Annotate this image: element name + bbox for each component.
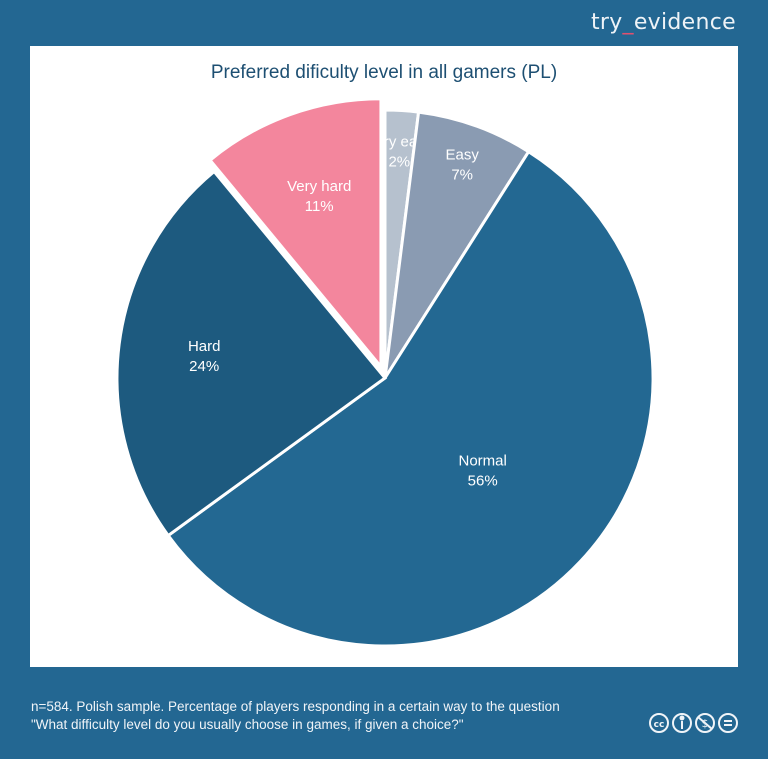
slice-category-label: Hard <box>188 338 221 355</box>
footnote-line-1: n=584. Polish sample. Percentage of play… <box>31 699 560 714</box>
cc-icon: cc <box>649 713 669 733</box>
pie-slice-hard <box>115 169 388 538</box>
license-badge: cc $ <box>649 713 738 733</box>
slice-category-label: Normal <box>459 453 507 470</box>
noncommercial-icon: $ <box>695 713 715 733</box>
brand-logo: try_evidence <box>591 10 736 35</box>
pie-slice-normal <box>166 149 655 648</box>
logo-prefix: try <box>590 10 623 35</box>
logo-underscore: _ <box>622 10 634 35</box>
noderivatives-icon <box>718 713 738 733</box>
svg-text:cc: cc <box>654 720 665 730</box>
logo-suffix: evidence <box>633 10 736 35</box>
chart-panel: Preferred dificulty level in all gamers … <box>30 46 738 667</box>
slice-value-label: 24% <box>189 358 219 375</box>
slice-value-label: 11% <box>305 198 334 215</box>
pie-slice-very-hard <box>207 97 383 371</box>
attribution-icon <box>672 713 692 733</box>
chart-title: Preferred dificulty level in all gamers … <box>210 62 558 83</box>
footnote-line-2: "What difficulty level do you usually ch… <box>31 717 464 732</box>
slice-value-label: 7% <box>451 167 473 184</box>
slice-category-label: Easy <box>445 147 479 164</box>
svg-text:$: $ <box>702 717 709 730</box>
slice-category-label: Very hard <box>287 178 351 195</box>
slice-value-label: 56% <box>468 473 498 490</box>
slice-value-label: 2% <box>388 154 410 171</box>
footnote: n=584. Polish sample. Percentage of play… <box>31 698 560 734</box>
pie-slice-easy <box>383 110 531 379</box>
